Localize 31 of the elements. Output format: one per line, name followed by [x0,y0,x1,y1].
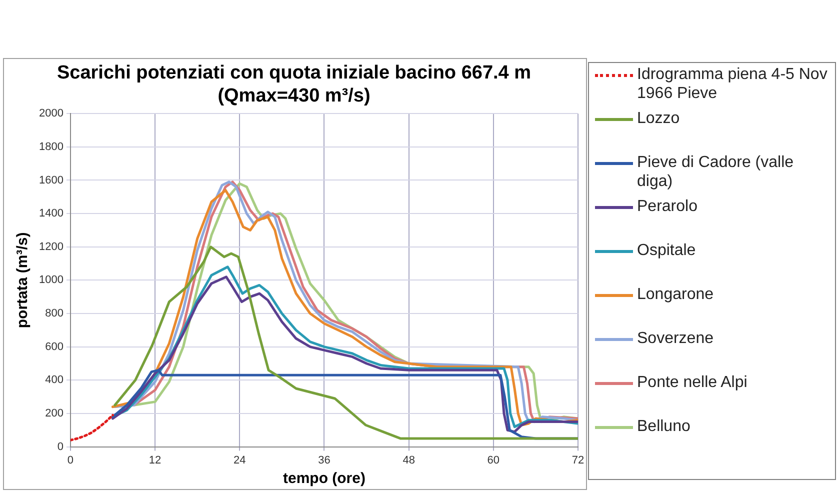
y-tick-label: 800 [45,308,64,320]
legend-label: Perarolo [637,197,698,216]
legend-label: Ponte nelle Alpi [637,373,748,392]
y-tick-label: 200 [45,408,64,420]
y-tick-label: 2000 [38,108,64,120]
legend-label: Lozzo [637,109,681,128]
x-tick-label: 60 [487,454,500,466]
y-tick-label: 400 [45,374,64,386]
y-tick-label: 1800 [38,140,64,153]
x-tick-label: 12 [148,454,162,466]
y-axis-title: portata (m³/s) [14,232,32,328]
line-series [70,414,114,442]
legend-label: Ospitale [637,241,697,260]
legend-label: Soverzene [637,329,714,348]
y-tick-label: 1600 [38,174,64,186]
x-tick-label: 24 [234,454,246,466]
legend-label: Longarone [637,285,715,304]
y-tick-label: 1000 [38,274,64,286]
chart-title: Scarichi potenziati con quota iniziale bacino 667.4 m (Qmax=430 m³/s) [56,62,532,106]
legend-label: Idrogramma piena 4-5 Nov 1966 Pieve [637,65,828,103]
legend-label: Belluno [637,417,692,436]
x-tick-label: 48 [402,454,415,466]
x-axis-title: tempo (ore) [282,470,366,488]
x-tick-label: 0 [67,454,74,466]
y-tick-label: 1200 [38,240,64,253]
y-tick-label: 0 [57,440,64,453]
x-tick-label: 36 [318,454,330,466]
x-tick-label: 72 [572,454,584,466]
y-tick-label: 600 [45,340,64,353]
legend-label: Pieve di Cadore (valle diga) [637,153,795,191]
y-tick-label: 1400 [38,208,64,220]
